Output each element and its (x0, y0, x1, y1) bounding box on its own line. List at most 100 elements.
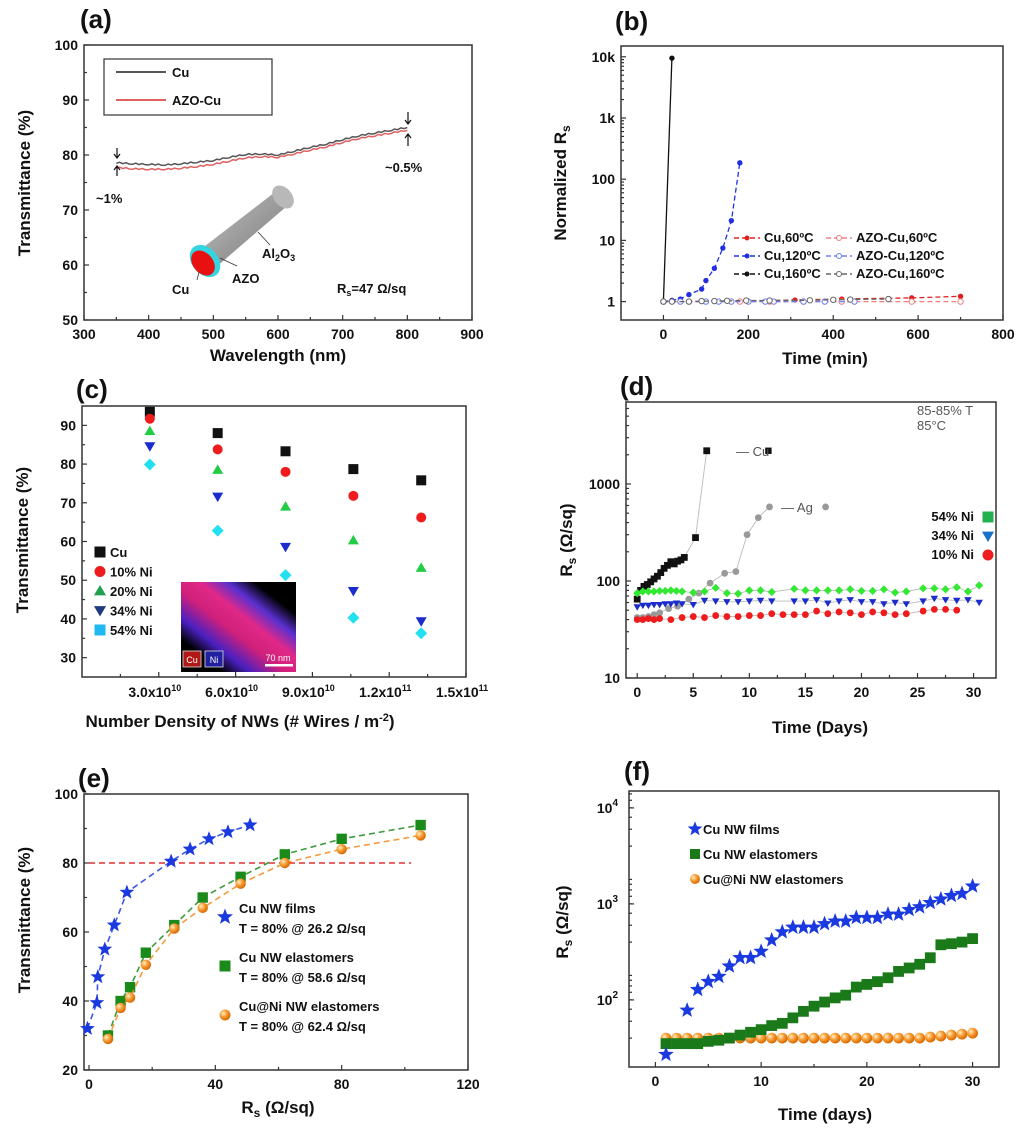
data-point (80, 1020, 95, 1035)
legend-label: 10% Ni (931, 547, 974, 562)
legend-label: Cu NW films (239, 901, 316, 916)
data-point (89, 994, 105, 1009)
data-point (645, 615, 652, 622)
data-point-cu-ni-nw-elastomers (882, 1032, 894, 1044)
panel-a-series (116, 126, 408, 171)
data-point (891, 611, 899, 619)
data-point-cu-nw-elastomers (914, 958, 926, 970)
data-point (700, 587, 709, 596)
label-marker-ag (822, 503, 829, 511)
legend-label: Cu NW elastomers (703, 847, 818, 862)
data-point (756, 586, 765, 595)
panel-b-legend: Cu,60ºC AZO-Cu,60ºC Cu,120ºC AZO-Cu,120ºC Cu… (734, 230, 945, 281)
data-point (953, 606, 961, 614)
data-point-cu-nw-elastomers (755, 1024, 767, 1036)
panel-e-legend: Cu NW films T = 80% @ 26.2 Ω/sq Cu NW elas… (217, 901, 380, 1034)
data-point-cu (348, 464, 359, 475)
data-point (712, 612, 720, 619)
data-point (668, 298, 676, 305)
a-ytick-label: 100 (55, 37, 79, 53)
f-xtick-label: 20 (859, 1073, 875, 1089)
data-point-cu-nw-elastomers (692, 1038, 704, 1050)
data-point (868, 599, 877, 606)
data-point (790, 598, 798, 605)
data-point-cu-ni-nw-elastomers (914, 1032, 926, 1044)
data-point-54ni (143, 458, 156, 471)
data-point-cu-nw-elastomers (924, 952, 936, 964)
data-point (766, 297, 773, 304)
legend-marker (981, 531, 995, 543)
panel-f-legend: Cu NW films Cu NW elastomers Cu@Ni NW elas… (687, 821, 844, 887)
data-point-cu-ni-nw-elastomers (861, 1032, 873, 1044)
data-point (737, 160, 743, 166)
legend-marker (836, 235, 842, 241)
data-point-20ni (415, 562, 427, 572)
cu-core-label: Cu (172, 282, 189, 297)
data-point-cu-nw-films (859, 909, 875, 925)
data-point (649, 587, 659, 596)
data-point-cu-ni-nw-elastomers (956, 1028, 968, 1040)
c-xtick-label: 9.0x1010 (282, 683, 335, 700)
data-point-20ni (144, 425, 156, 436)
legend-label: Cu NW films (703, 822, 780, 837)
data-point (115, 995, 126, 1007)
a-xtick-label: 600 (266, 326, 290, 342)
panel-c-ylabel: Transmittance (%) (13, 467, 32, 613)
data-point (728, 217, 735, 224)
data-point (942, 605, 949, 613)
scale-bar-label: 70 nm (265, 653, 290, 663)
data-point-cu-nw-elastomers (903, 962, 915, 974)
data-point-cu-nw-elastomers (808, 1000, 820, 1012)
data-point-cu-nw-films (785, 919, 801, 934)
al2o3-shell (196, 189, 288, 268)
data-point (857, 586, 866, 596)
legend-marker (744, 253, 750, 259)
data-point (824, 610, 832, 618)
nanowire-core-shell-illustration: Al2O3 AZO Cu (172, 185, 295, 297)
data-point (169, 923, 180, 934)
a-xtick-label: 700 (331, 326, 355, 342)
e-xtick-label: 40 (208, 1076, 224, 1092)
legend-marker (744, 271, 750, 277)
data-point (633, 616, 641, 623)
data-point (953, 597, 961, 605)
legend-label: 20% Ni (110, 584, 153, 599)
data-point (891, 599, 899, 607)
data-point-cu-ni-nw-elastomers (829, 1032, 841, 1044)
data-point (847, 296, 854, 303)
legend-label: AZO-Cu,160ºC (856, 266, 945, 281)
d-xtick-label: 5 (689, 684, 697, 700)
data-point-cu-nw-elastomers (787, 1012, 799, 1024)
data-point (650, 616, 658, 623)
data-point (163, 853, 179, 868)
data-point (732, 568, 740, 575)
panel-a-ylabel: Transmittance (%) (15, 110, 34, 256)
data-point-34ni (144, 442, 156, 452)
data-point (711, 598, 720, 605)
panel-a-annotations: ~1% ~0.5% Rs=47 Ω/sq (96, 112, 423, 298)
panel-b-plot-frame (620, 45, 1004, 321)
data-point (644, 587, 653, 596)
legend-label: 10% Ni (110, 565, 153, 580)
data-point-cu-nw-films (711, 968, 727, 984)
panel-c-xlabel: Number Density of NWs (# Wires / m-2) (85, 712, 394, 731)
legend-label: Cu (110, 545, 127, 560)
data-point-54ni (347, 611, 360, 624)
data-point (779, 611, 787, 619)
data-point (824, 600, 832, 607)
a-ytick-label: 90 (62, 92, 78, 108)
e-xtick-label: 80 (334, 1076, 350, 1092)
data-point (102, 1033, 114, 1045)
panel-b-xlabel: Time (min) (782, 349, 868, 368)
c-ytick-label: 80 (60, 456, 76, 472)
data-point (701, 614, 708, 621)
legend-label: Cu@Ni NW elastomers (239, 999, 380, 1014)
legend-label: AZO-Cu,60ºC (856, 230, 938, 245)
data-point-cu-ni-nw-elastomers (946, 1029, 957, 1041)
f-xtick-label: 10 (753, 1073, 769, 1089)
panel-d-xlabel: Time (Days) (772, 718, 868, 737)
data-point (801, 586, 810, 595)
data-point (743, 531, 751, 539)
data-point (703, 277, 709, 284)
